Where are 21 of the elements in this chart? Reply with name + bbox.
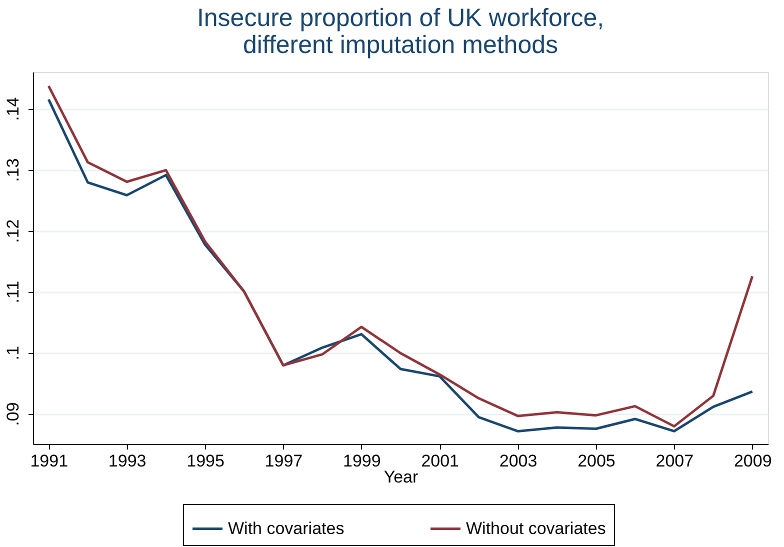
legend-label: With covariates (228, 518, 344, 538)
x-tick-label: 1997 (264, 452, 303, 470)
y-tick-label: .12 (4, 219, 22, 243)
x-tick-label: 2009 (734, 452, 772, 470)
y-tick-label: .14 (4, 97, 22, 121)
legend-label: Without covariates (466, 518, 606, 538)
x-tick-label: 1991 (30, 452, 68, 470)
x-tick-label: 2001 (421, 452, 460, 470)
y-tick-label: .09 (4, 402, 22, 426)
x-axis-title: Year (384, 468, 419, 486)
x-tick-label: 2007 (656, 452, 694, 470)
x-tick-label: 2005 (578, 452, 616, 470)
x-tick-label: 1995 (186, 452, 224, 470)
x-tick-label: 2003 (499, 452, 538, 470)
x-tick-label: 1999 (342, 452, 381, 470)
x-tick-label: 1993 (108, 452, 146, 470)
y-tick-label: .13 (4, 158, 22, 182)
text: different imputation methods (242, 31, 558, 59)
y-tick-label: .1 (4, 346, 22, 360)
text: Insecure proportion of UK workforce, (196, 4, 604, 32)
y-tick-label: .11 (4, 280, 22, 304)
